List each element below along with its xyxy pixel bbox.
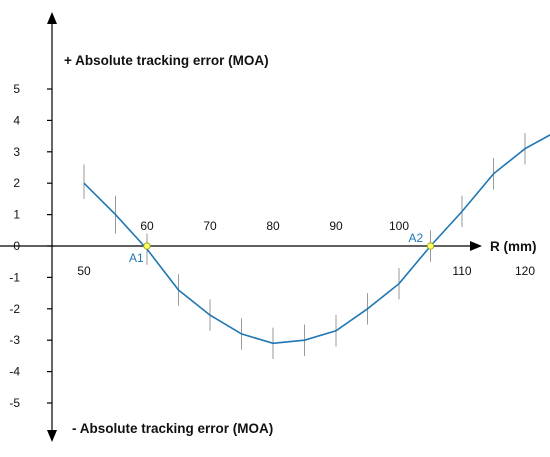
y-positive-label: + Absolute tracking error (MOA) [64,53,269,68]
y-tick-label: 4 [13,113,20,127]
x-tick-label: 110 [452,264,471,278]
y-negative-label: - Absolute tracking error (MOA) [72,421,273,436]
x-tick-label: 50 [77,264,91,278]
y-tick-label: 5 [13,82,20,96]
y-tick-label: 2 [13,176,20,190]
zero-crossing-point [143,242,151,250]
y-tick-label: -3 [9,333,20,347]
x-tick-label: 90 [329,219,343,233]
y-axis [47,12,57,442]
zero-crossings: A1A2A3 [129,231,435,265]
x-tick-label: 120 [515,264,535,278]
y-tick-label: -2 [9,302,20,316]
y-tick-label: 0 [13,239,20,253]
x-tick-label: 100 [389,219,409,233]
y-tick-label: -5 [9,396,20,410]
y-tick-label: -4 [9,365,20,379]
range-bars [83,132,526,360]
x-tick-label: 80 [266,219,280,233]
x-tick-label: 70 [203,219,217,233]
zero-crossing-label: A2 [409,231,424,245]
series-layer: Reed 5A [83,134,550,345]
y-tick-label: -1 [9,270,20,284]
y-ticks: 5 4 3 2 1 0 -1 -2 -3 -4 -5 [9,82,52,410]
x-axis-arrow-right-icon [470,241,482,251]
x-ticks: 6070809010015050110120130140 [77,219,535,278]
zero-crossing-point [426,242,435,250]
x-tick-label: 60 [140,219,154,233]
x-axis-label: R (mm) [490,239,537,254]
x-axis [0,241,482,251]
y-tick-label: 1 [13,208,20,222]
y-tick-label: 3 [13,145,20,159]
series-line [83,134,550,345]
y-axis-arrow-down-icon [47,430,57,442]
y-axis-arrow-up-icon [47,12,57,24]
zero-crossing-label: A1 [129,251,144,265]
